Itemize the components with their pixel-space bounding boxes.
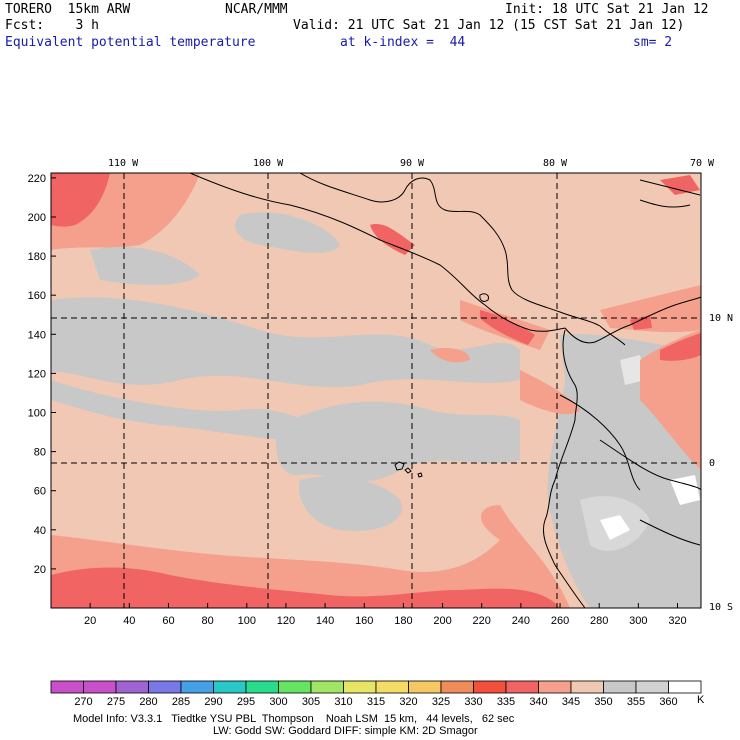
y-tick-label: 160 bbox=[28, 290, 46, 302]
level-label: at k-index = 44 bbox=[340, 35, 466, 50]
white-patch bbox=[670, 475, 700, 505]
colorbar-unit: K bbox=[697, 694, 705, 706]
x-tick-label: 120 bbox=[277, 615, 295, 627]
x-tick-label: 100 bbox=[238, 615, 256, 627]
gray-band bbox=[90, 246, 200, 285]
x-tick-label: 280 bbox=[590, 615, 608, 627]
y-tick-label: 20 bbox=[34, 564, 46, 576]
forecast-hour: Fcst: 3 h bbox=[5, 18, 99, 33]
hot-patch-nw bbox=[51, 173, 110, 227]
x-tick-label: 20 bbox=[84, 615, 96, 627]
x-tick-label: 180 bbox=[394, 615, 412, 627]
lat-label: 10 S bbox=[709, 602, 734, 613]
x-tick-label: 80 bbox=[202, 615, 214, 627]
y-tick-label: 220 bbox=[28, 173, 46, 185]
axis-tick-labels: 20 40 60 80 100 120 140 160 180 200 220 240 260 280 30… bbox=[28, 173, 687, 627]
smoothing-label: sm= 2 bbox=[633, 35, 673, 50]
x-tick-label: 60 bbox=[162, 615, 174, 627]
lat-label: 10 N bbox=[709, 313, 734, 324]
y-tick-label: 140 bbox=[28, 329, 46, 341]
lon-label: 90 W bbox=[400, 158, 425, 169]
y-tick-label: 40 bbox=[34, 525, 46, 537]
lon-label: 110 W bbox=[108, 158, 139, 169]
lat-lon-grid bbox=[51, 173, 701, 608]
gray-band bbox=[235, 212, 340, 253]
gray-band bbox=[276, 401, 520, 482]
coastlines bbox=[189, 173, 701, 608]
model-info: Model Info: V3.3.1 Tiedtke YSU PBL Thomp… bbox=[73, 713, 515, 725]
physics-info: LW: Godd SW: Goddard DIFF: simple KM: 2D… bbox=[213, 725, 478, 737]
white-patch bbox=[600, 515, 630, 540]
y-tick-label: 100 bbox=[28, 407, 46, 419]
hot-patch bbox=[660, 333, 701, 361]
gray-band bbox=[51, 380, 330, 442]
lon-label: 100 W bbox=[253, 158, 284, 169]
x-tick-label: 260 bbox=[551, 615, 569, 627]
hot-patch bbox=[660, 175, 700, 195]
y-tick-label: 180 bbox=[28, 251, 46, 263]
gray-band bbox=[299, 476, 402, 531]
warm-patch bbox=[520, 370, 580, 415]
warm-patch bbox=[640, 330, 701, 470]
hot-band-south bbox=[51, 567, 560, 608]
hot-patch bbox=[370, 224, 415, 255]
lon-label: 70 W bbox=[690, 158, 715, 169]
x-tick-label: 200 bbox=[433, 615, 451, 627]
lon-label: 80 W bbox=[543, 158, 568, 169]
x-tick-label: 160 bbox=[355, 615, 373, 627]
y-tick-label: 120 bbox=[28, 368, 46, 380]
lat-label: 0 bbox=[709, 458, 716, 469]
center-label: NCAR/MMM bbox=[225, 2, 288, 17]
gray-band bbox=[51, 297, 520, 388]
x-tick-label: 240 bbox=[512, 615, 530, 627]
map-frame bbox=[50, 172, 702, 609]
x-tick-label: 300 bbox=[629, 615, 647, 627]
y-tick-label: 200 bbox=[28, 212, 46, 224]
field-name: Equivalent potential temperature bbox=[5, 35, 256, 50]
hot-patch bbox=[630, 315, 652, 330]
axis-ticks bbox=[51, 177, 679, 608]
warm-patch bbox=[430, 348, 470, 363]
x-tick-label: 220 bbox=[473, 615, 491, 627]
init-time: Init: 18 UTC Sat 21 Jan 12 bbox=[505, 2, 709, 17]
x-tick-label: 320 bbox=[668, 615, 686, 627]
y-tick-label: 60 bbox=[34, 486, 46, 498]
model-title: TORERO 15km ARW bbox=[5, 2, 131, 17]
hot-patch bbox=[480, 310, 535, 345]
theta-e-field bbox=[51, 173, 701, 608]
white-patch bbox=[620, 355, 645, 385]
valid-time: Valid: 21 UTC Sat 21 Jan 12 (15 CST Sat … bbox=[293, 18, 685, 33]
y-tick-label: 80 bbox=[34, 447, 46, 459]
x-tick-label: 140 bbox=[316, 615, 334, 627]
warm-patch bbox=[600, 285, 701, 333]
x-tick-label: 40 bbox=[123, 615, 135, 627]
